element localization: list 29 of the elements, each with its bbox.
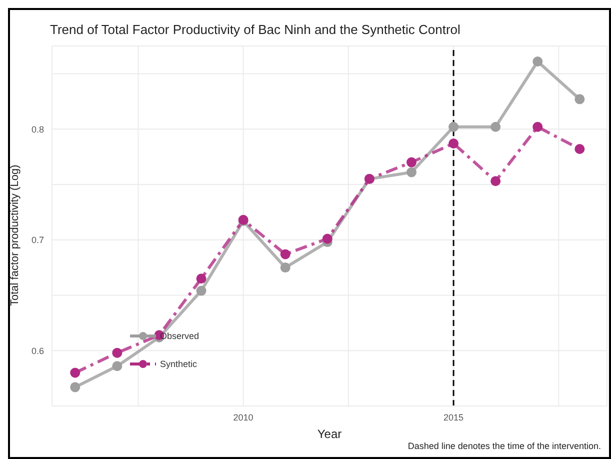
point [112, 361, 122, 372]
point [532, 56, 543, 67]
y-tick-label: 0.7 [31, 235, 44, 246]
x-tick-label: 2010 [233, 412, 254, 422]
y-tick-label: 0.8 [31, 124, 44, 134]
point [448, 138, 459, 148]
chart-title: Trend of Total Factor Productivity of Bac Ninh and the Synthetic Control [50, 22, 460, 37]
point [112, 348, 122, 358]
point [196, 274, 206, 284]
point [280, 262, 290, 273]
point [280, 249, 290, 260]
x-axis-title: Year [317, 427, 342, 441]
y-tick-label: 0.6 [31, 346, 44, 356]
legend-label: Synthetic [160, 359, 198, 369]
y-axis-title: Total factor productivity (Log) [8, 164, 21, 306]
point [70, 382, 80, 392]
point [574, 94, 585, 104]
point [532, 122, 543, 132]
point [196, 286, 206, 296]
point [448, 122, 459, 132]
point [70, 368, 80, 378]
point [490, 122, 501, 132]
point [406, 157, 416, 168]
point [406, 167, 416, 178]
x-tick-label: 2015 [444, 412, 464, 422]
point [322, 234, 332, 244]
text: Dashed line denotes the time of the intervention. [408, 441, 601, 451]
point [574, 144, 585, 154]
point [490, 176, 501, 186]
